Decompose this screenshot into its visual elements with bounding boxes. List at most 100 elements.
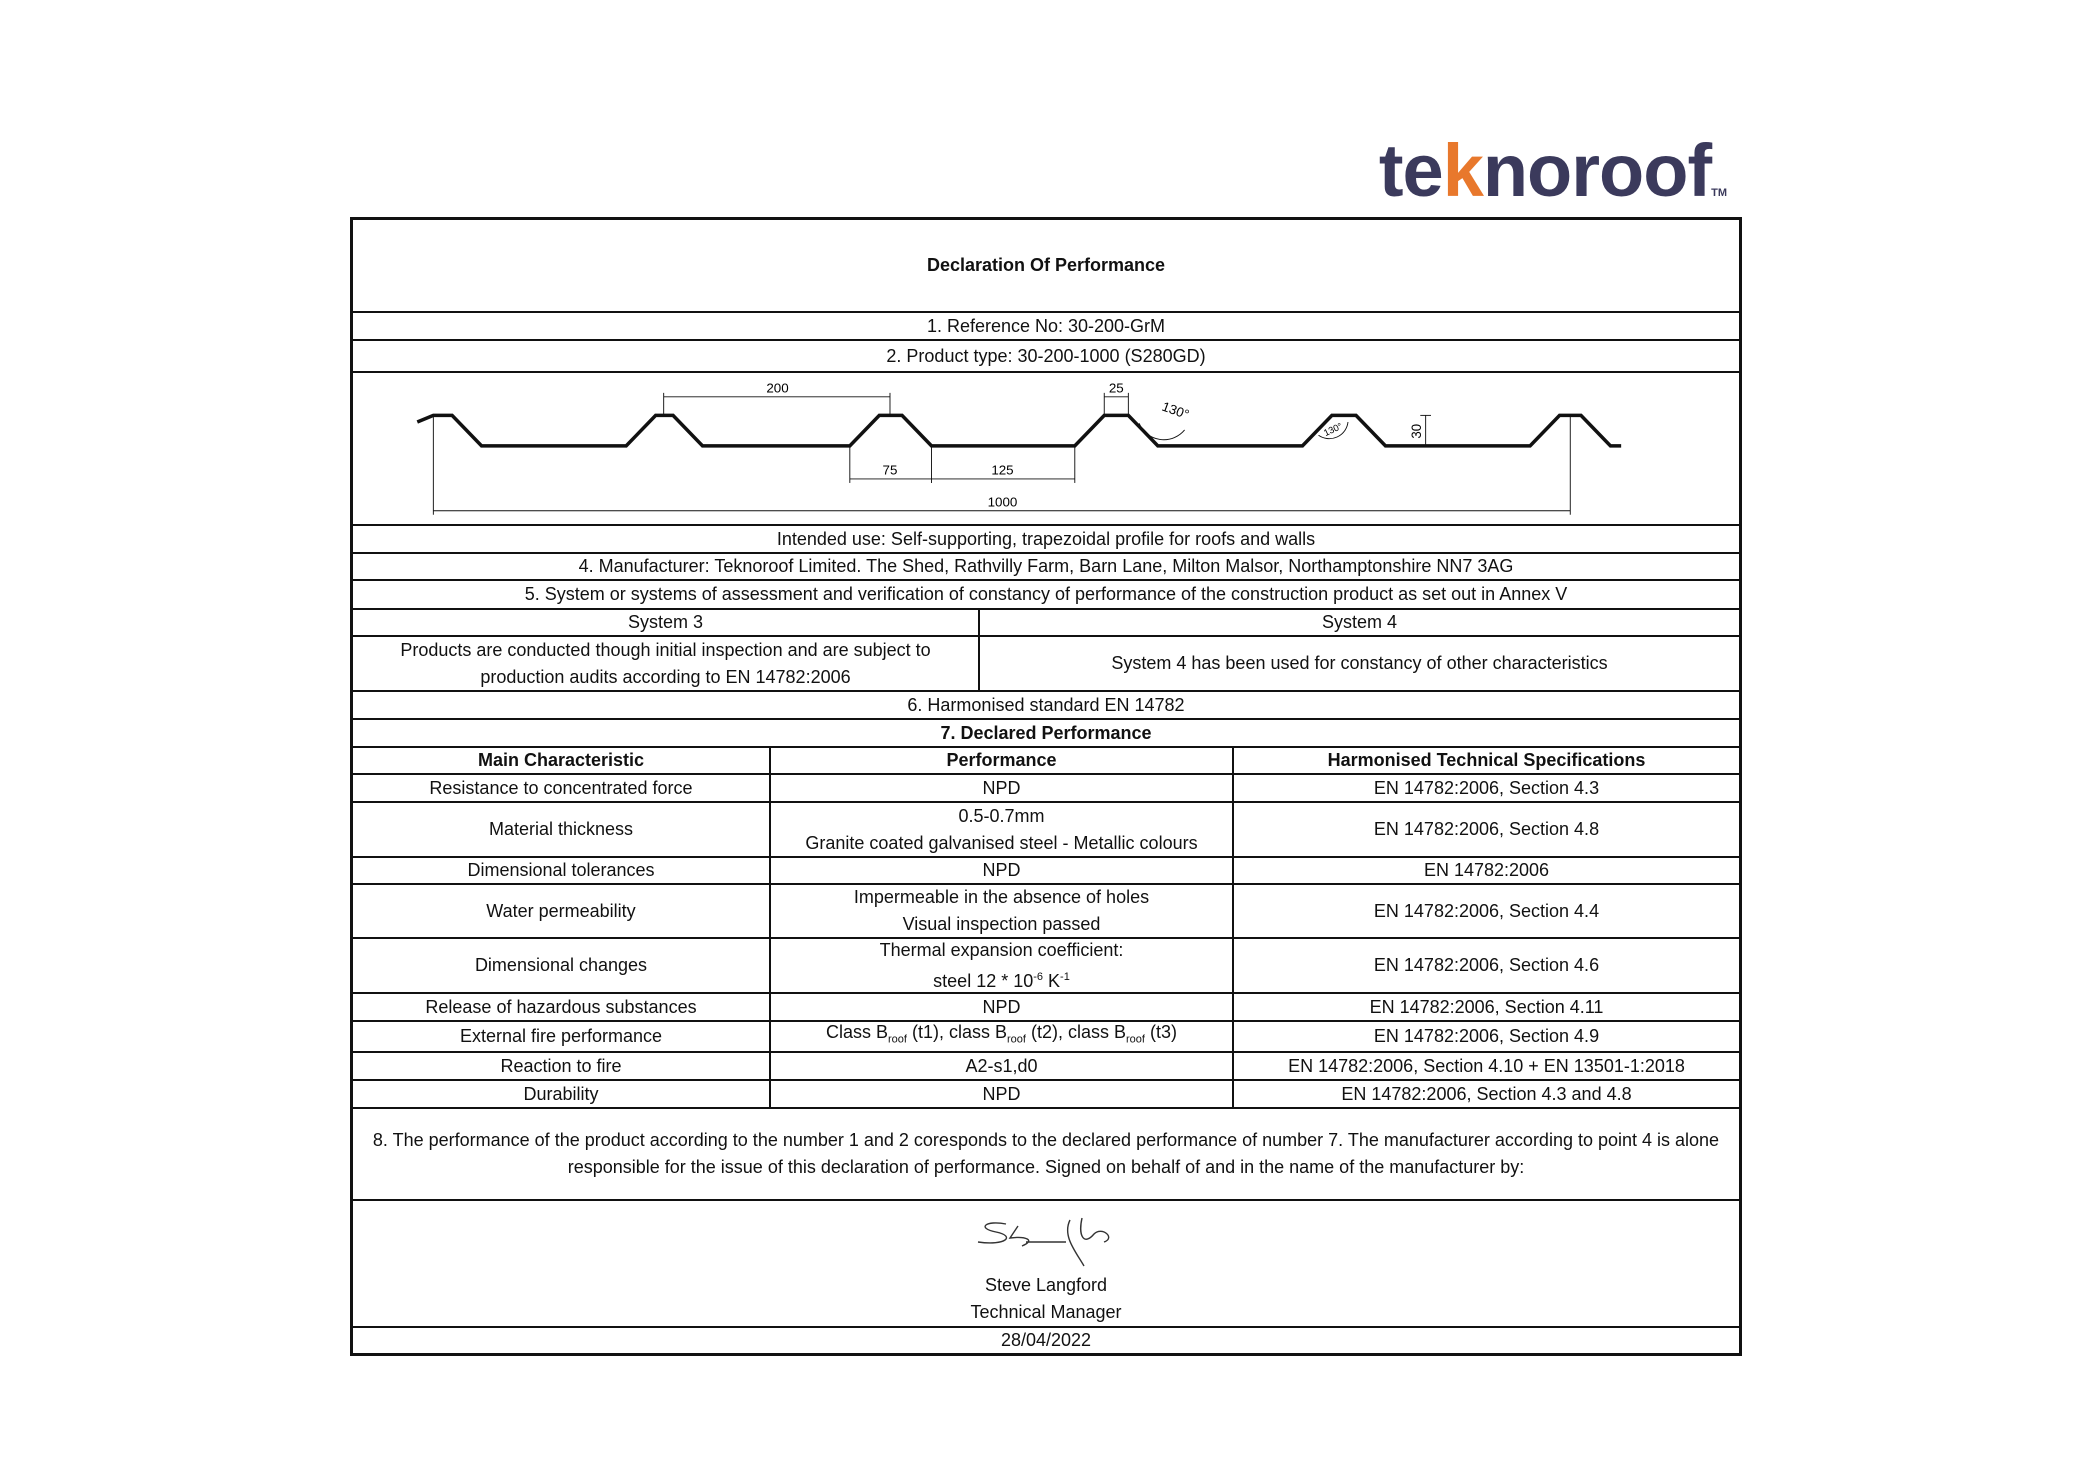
- cell: EN 14782:2006, Section 4.9: [1232, 1022, 1739, 1051]
- text-segment: (t1), class B: [906, 1022, 1008, 1043]
- text-line: 6. Harmonised standard EN 14782: [907, 694, 1185, 715]
- text-segment: (t3): [1144, 1022, 1177, 1043]
- text-line: Impermeable in the absence of holes: [853, 887, 1150, 907]
- cell: Dimensional tolerances: [353, 858, 769, 883]
- cell: A2-s1,d0: [769, 1053, 1232, 1079]
- text-line: Durability: [523, 1083, 599, 1104]
- dimension-label: 125: [991, 463, 1013, 478]
- cell: System 4: [978, 610, 1739, 635]
- dimension-label: 75: [883, 463, 898, 478]
- cell: Resistance to concentrated force: [353, 775, 769, 801]
- cell: 6. Harmonised standard EN 14782: [353, 692, 1739, 718]
- text-line: EN 14782:2006, Section 4.4: [1373, 900, 1600, 921]
- row: Durability NPD EN 14782:2006, Section 4.3 …: [353, 1079, 1739, 1107]
- text-line: Reaction to fire: [500, 1055, 622, 1076]
- text-line: 2. Product type: 30-200-1000 (S280GD): [886, 345, 1206, 366]
- row: 6. Harmonised standard EN 14782: [353, 690, 1739, 718]
- text-line: EN 14782:2006, Section 4.3 and 4.8: [1341, 1083, 1632, 1104]
- cell: Class Broof (t1), class Broof (t2), clas…: [769, 1022, 1232, 1051]
- cell: System 3: [353, 610, 978, 635]
- text-line: System 4 has been used for constancy of …: [1111, 653, 1608, 673]
- text-line: Visual inspection passed: [902, 914, 1101, 934]
- cell: 0.5-0.7mm Granite coated galvanised steel…: [769, 803, 1232, 856]
- cell: Impermeable in the absence of holes Visua…: [769, 885, 1232, 937]
- cell: 1. Reference No: 30-200-GrM: [353, 313, 1739, 339]
- text-segment: (t2), class B: [1025, 1022, 1127, 1043]
- text-line: 7. Declared Performance: [940, 722, 1152, 743]
- cell: Material thickness: [353, 803, 769, 856]
- logo-part: k: [1442, 129, 1484, 212]
- text-line: NPD: [982, 1083, 1021, 1104]
- text-segment: roof: [1126, 1033, 1145, 1046]
- row: 28/04/2022: [353, 1326, 1739, 1353]
- cell: Main Characteristic: [353, 748, 769, 773]
- row: Products are conducted though initial in…: [353, 635, 1739, 690]
- text-line: steel 12 * 10-6 K-1: [933, 964, 1070, 993]
- text-line: Main Characteristic: [477, 750, 645, 770]
- cell: Harmonised Technical Specifications: [1232, 748, 1739, 773]
- dimension-label: 1000: [988, 494, 1018, 509]
- cell: 200 25 130° 130° 30 75 125 1000: [353, 373, 1739, 524]
- cell: Dimensional changes: [353, 939, 769, 992]
- row: 8. The performance of the product accord…: [353, 1107, 1739, 1199]
- dimension-label: 25: [1109, 380, 1124, 395]
- dimension-label: 200: [766, 380, 788, 395]
- cell: Water permeability: [353, 885, 769, 937]
- text-segment: -1: [1060, 970, 1070, 983]
- text-line: A2-s1,d0: [965, 1055, 1038, 1076]
- row: 2. Product type: 30-200-1000 (S280GD): [353, 339, 1739, 371]
- text-line: Dimensional changes: [474, 955, 648, 975]
- row: Water permeability Impermeable in the abs…: [353, 883, 1739, 937]
- text-line: Dimensional tolerances: [467, 860, 655, 880]
- cell: NPD: [769, 994, 1232, 1020]
- cell: EN 14782:2006, Section 4.3 and 4.8: [1232, 1081, 1739, 1107]
- text-line: 5. System or systems of assessment and v…: [524, 584, 1568, 604]
- text-line: Performance: [946, 750, 1057, 770]
- cell: Products are conducted though initial in…: [353, 637, 978, 690]
- cell: 28/04/2022: [353, 1328, 1739, 1353]
- text-line: Declaration Of Performance: [926, 255, 1166, 275]
- cell: Durability: [353, 1081, 769, 1107]
- text-line: NPD: [982, 860, 1021, 880]
- text-line: Material thickness: [488, 819, 634, 839]
- cell: Thermal expansion coefficient: steel 12 *…: [769, 939, 1232, 992]
- text-line: EN 14782:2006, Section 4.8: [1373, 819, 1600, 839]
- declaration-table: Declaration Of Performance 1. Reference N…: [350, 217, 1742, 1356]
- text-line: EN 14782:2006, Section 4.9: [1373, 1026, 1600, 1046]
- signature: [977, 1217, 1110, 1267]
- row: External fire performance Class Broof (t1…: [353, 1020, 1739, 1051]
- text-line: 28/04/2022: [1000, 1330, 1092, 1350]
- cell: 2. Product type: 30-200-1000 (S280GD): [353, 341, 1739, 371]
- row: 5. System or systems of assessment and v…: [353, 579, 1739, 608]
- cell: NPD: [769, 775, 1232, 801]
- text-line: EN 14782:2006, Section 4.6: [1373, 955, 1600, 975]
- row: Steve Langford Technical Manager: [353, 1199, 1739, 1326]
- text-line: Class Broof (t1), class Broof (t2), clas…: [826, 1022, 1177, 1051]
- signatory-role: Technical Manager: [970, 1302, 1122, 1322]
- row: Dimensional tolerances NPD EN 14782:2006: [353, 856, 1739, 883]
- row: 1. Reference No: 30-200-GrM: [353, 311, 1739, 339]
- text-line: System 4: [1321, 612, 1398, 632]
- cell: 4. Manufacturer: Teknoroof Limited. The …: [353, 554, 1739, 579]
- row: Material thickness 0.5-0.7mm Granite coate…: [353, 801, 1739, 856]
- text-segment: steel 12 * 10: [933, 970, 1034, 991]
- cell: EN 14782:2006, Section 4.4: [1232, 885, 1739, 937]
- text-line: EN 14782:2006, Section 4.11: [1369, 996, 1604, 1017]
- text-line: External fire performance: [459, 1026, 663, 1046]
- row: Release of hazardous substances NPD EN 147…: [353, 992, 1739, 1020]
- cell: System 4 has been used for constancy of …: [978, 637, 1739, 690]
- cell: EN 14782:2006: [1232, 858, 1739, 883]
- text-line: Products are conducted though initial in…: [400, 639, 931, 687]
- cell: Reaction to fire: [353, 1053, 769, 1079]
- row: Dimensional changes Thermal expansion coe…: [353, 937, 1739, 992]
- text-line: Granite coated galvanised steel - Metall…: [805, 832, 1198, 853]
- trademark: TM: [1711, 187, 1727, 199]
- row: Reaction to fire A2-s1,d0 EN 14782:2006, S…: [353, 1051, 1739, 1079]
- text-line: Resistance to concentrated force: [429, 777, 693, 798]
- row: Intended use: Self-supporting, trapezoid…: [353, 524, 1739, 552]
- dimension-label: 30: [1409, 424, 1424, 439]
- cell: Release of hazardous substances: [353, 994, 769, 1020]
- cell: 5. System or systems of assessment and v…: [353, 581, 1739, 608]
